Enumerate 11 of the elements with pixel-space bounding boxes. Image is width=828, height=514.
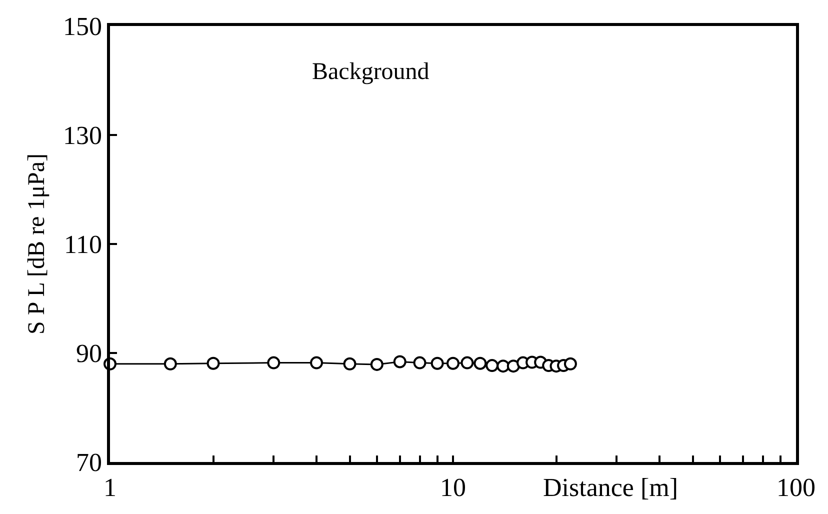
annotation: Background <box>312 59 430 85</box>
y-tick-label: 70 <box>76 448 102 478</box>
y-tick-label: 150 <box>63 12 102 42</box>
x-tick-label: 1 <box>104 472 116 502</box>
x-tick-label: 100 <box>776 472 816 502</box>
y-axis-title: S P L [dB re 1μPa] <box>24 153 50 335</box>
x-tick-label: 10 <box>440 472 466 502</box>
y-tick-label: 130 <box>63 121 102 150</box>
y-tick-label: 90 <box>76 339 102 368</box>
x-axis-title: Distance [m] <box>543 473 678 502</box>
y-tick-label: 110 <box>64 230 102 260</box>
